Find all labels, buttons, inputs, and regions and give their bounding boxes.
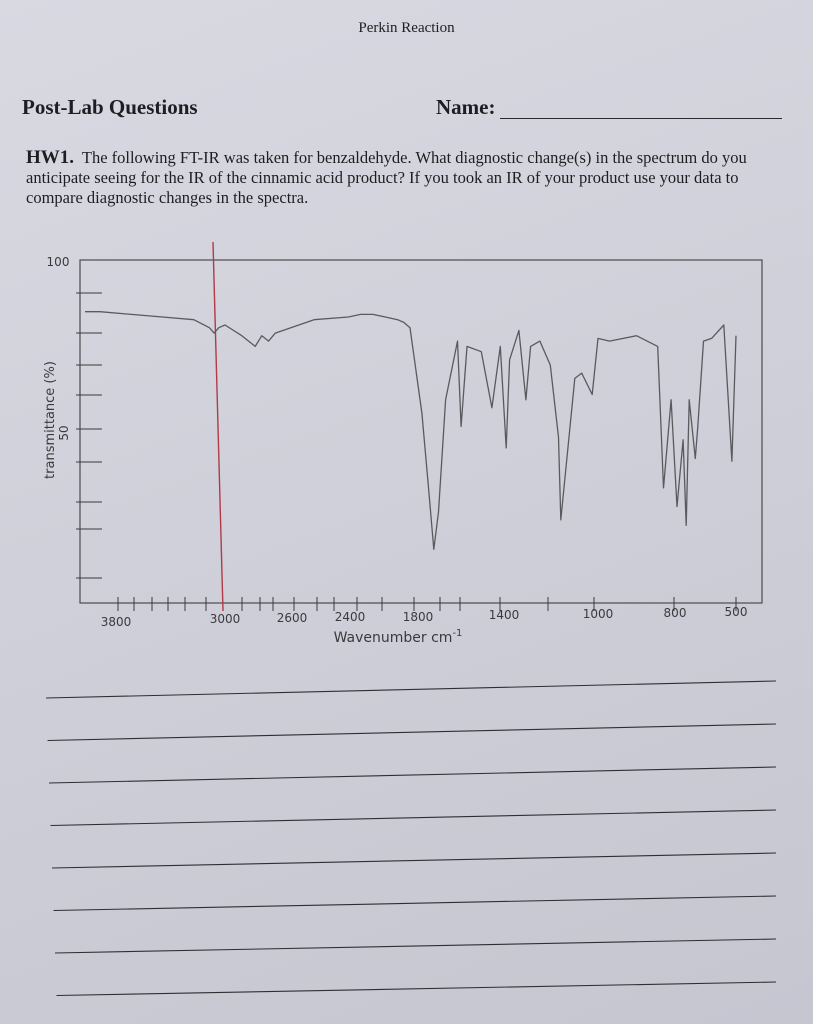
red-marker-line: [212, 241, 224, 612]
x-tick-label-0: 3800: [101, 615, 132, 629]
question-text: The following FT-IR was taken for benzal…: [26, 148, 747, 207]
question-number: HW1.: [26, 147, 75, 168]
spectrum-series-line: [85, 311, 737, 550]
answer-line[interactable]: [50, 809, 777, 827]
answer-line[interactable]: [48, 766, 777, 784]
y-tick-label-0: 100: [47, 255, 70, 269]
answer-line[interactable]: [45, 680, 777, 699]
x-tick-label-5: 1400: [489, 608, 520, 622]
name-label: Name:: [436, 95, 496, 119]
answer-line[interactable]: [54, 938, 777, 954]
x-tick-label-2: 2600: [277, 611, 308, 625]
answer-line[interactable]: [51, 852, 777, 869]
question-block: HW1. The following FT-IR was taken for b…: [26, 148, 786, 208]
answer-line[interactable]: [47, 723, 777, 742]
x-tick-label-8: 500: [725, 605, 748, 619]
ir-spectrum-chart: 100 50 3800 3000 2600 2400 1800 1400 1000 800 500 t…: [43, 241, 763, 646]
x-axis-label: Wavenumber cm-1: [334, 628, 463, 646]
x-tick-label-4: 1800: [403, 610, 434, 624]
x-tick-label-6: 1000: [583, 607, 614, 621]
y-axis-label: transmittance (%): [43, 361, 58, 479]
chart-ticks: [76, 292, 737, 611]
chart-frame: [79, 241, 763, 612]
answer-line[interactable]: [53, 895, 777, 912]
y-tick-label-1: 50: [57, 425, 71, 440]
x-tick-label-3: 2400: [335, 610, 366, 624]
name-field-line[interactable]: [500, 118, 782, 119]
section-title: Post-Lab Questions: [22, 95, 198, 119]
answer-line[interactable]: [56, 981, 777, 997]
chart-labels: 100 50 3800 3000 2600 2400 1800 1400 1000 800 500 t…: [43, 255, 747, 646]
x-tick-label-1: 3000: [210, 612, 241, 626]
plot-border: [79, 259, 763, 604]
x-tick-label-7: 800: [664, 606, 687, 620]
chart-series: [85, 311, 737, 550]
answer-line-group[interactable]: [45, 680, 777, 997]
answer-lines: [45, 680, 777, 997]
page-header-title: Perkin Reaction: [358, 20, 455, 36]
